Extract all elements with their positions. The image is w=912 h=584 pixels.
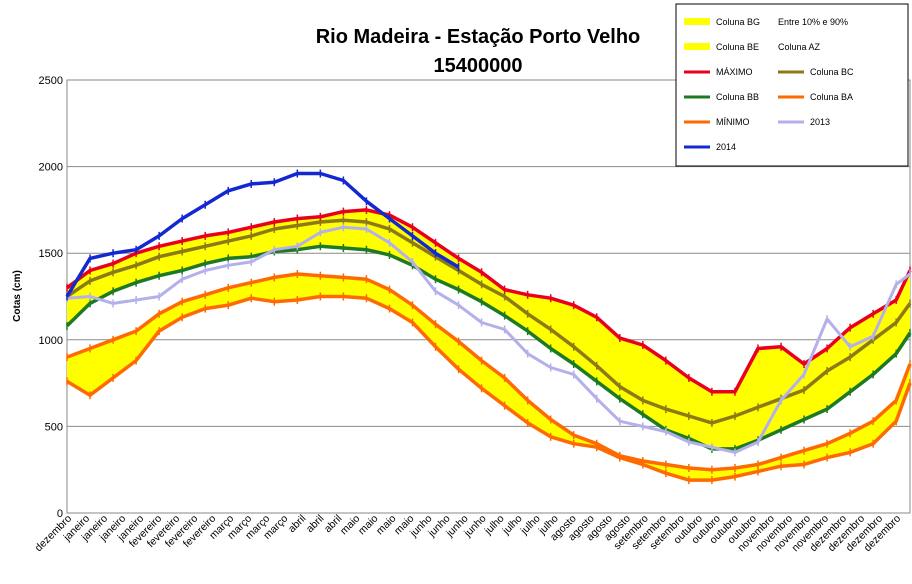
band-areas — [67, 209, 910, 481]
legend-label-coluna-bb: Coluna BB — [716, 92, 759, 102]
series-line-coluna-ba — [66, 272, 912, 472]
legend-label-coluna-bg: Coluna BG — [716, 17, 760, 27]
series-line-m-nimo — [66, 294, 912, 482]
y-tick-label: 2000 — [39, 162, 63, 174]
legend-label-coluna-az: Coluna AZ — [778, 42, 821, 52]
y-tick-label: 1000 — [39, 335, 63, 347]
series-line-coluna-bc — [66, 218, 912, 425]
legend: Coluna BG Entre 10% e 90% Coluna BE Coluna … — [675, 3, 909, 167]
series-line-2014 — [65, 171, 460, 298]
chart-subtitle: 15400000 — [434, 55, 523, 77]
y-tick-label: 1500 — [39, 248, 63, 260]
y-tick-label: 0 — [57, 508, 63, 520]
legend-label-m-nimo: MÍNIMO — [716, 117, 750, 127]
series-line-2013 — [66, 225, 911, 454]
series-lines — [65, 169, 912, 485]
y-tick-label: 2500 — [39, 75, 63, 87]
legend-label-2013: 2013 — [810, 117, 830, 127]
legend-label-entre-10-e-90-: Entre 10% e 90% — [778, 17, 848, 27]
legend-label-m-ximo: MÁXIMO — [716, 67, 753, 77]
band-area-1 — [67, 274, 910, 481]
legend-swatch-coluna-be — [684, 43, 710, 50]
chart-title: Rio Madeira - Estação Porto Velho — [316, 26, 641, 48]
legend-swatch-coluna-bg — [684, 18, 710, 25]
y-axis-ticks: 0 500 1000 1500 2000 2500 — [39, 75, 63, 520]
y-axis-label: Cotas (cm) — [12, 270, 23, 322]
legend-label-2014: 2014 — [716, 142, 736, 152]
legend-label-coluna-ba: Coluna BA — [810, 92, 853, 102]
legend-label-coluna-be: Coluna BE — [716, 42, 759, 52]
series-line-coluna-bb — [65, 244, 912, 451]
series-line-m-ximo — [65, 208, 912, 394]
legend-label-coluna-bc: Coluna BC — [810, 67, 854, 77]
y-tick-label: 500 — [45, 421, 63, 433]
